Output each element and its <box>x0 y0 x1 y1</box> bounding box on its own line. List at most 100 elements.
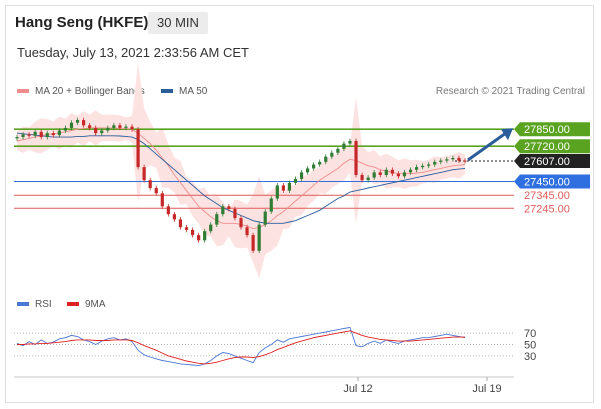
candle <box>178 217 183 230</box>
candle <box>408 167 413 175</box>
candle <box>378 170 382 178</box>
research-credit: Research © 2021 Trading Central <box>435 86 585 97</box>
candle <box>414 164 419 173</box>
legend-label: MA 50 <box>179 86 208 97</box>
candle <box>281 183 285 194</box>
price-label-support: 27345.00 <box>524 190 570 202</box>
candle <box>154 185 158 196</box>
legend-label: 9MA <box>85 299 106 310</box>
time-tick-label: Jul 12 <box>343 383 372 395</box>
time-axis-layer: Jul 12 Jul 19 <box>14 376 514 395</box>
legend-label: RSI <box>35 299 52 310</box>
rsi-line <box>16 326 466 367</box>
candle <box>463 158 467 164</box>
bollinger-band-layer <box>17 63 465 279</box>
level-lines-layer <box>14 128 514 209</box>
candle <box>330 150 334 160</box>
legend-swatch <box>17 89 29 94</box>
candle <box>312 162 316 171</box>
candle <box>69 120 74 131</box>
rsi-9ma-line <box>17 330 465 365</box>
svg-text:27345.00: 27345.00 <box>524 190 570 202</box>
timeframe-badge[interactable]: 30 MIN <box>148 12 208 34</box>
candle <box>112 122 116 131</box>
candle <box>372 170 376 180</box>
forecast-arrow-head <box>501 128 513 141</box>
legend-rsi: RSI <box>17 299 52 310</box>
candle <box>209 222 213 234</box>
candle <box>88 122 92 131</box>
legend-swatch <box>161 89 173 94</box>
candle <box>197 232 201 243</box>
candle <box>33 129 37 139</box>
candle <box>166 203 170 217</box>
candle <box>433 159 437 167</box>
candle <box>227 203 231 212</box>
candle <box>390 167 394 177</box>
candle <box>100 128 104 136</box>
candle <box>451 155 455 162</box>
rsi-tick-label: 50 <box>524 340 536 352</box>
forecast-arrow <box>467 130 508 162</box>
candle <box>402 170 407 179</box>
candle <box>190 227 195 238</box>
candle <box>45 130 49 140</box>
report-datetime: Tuesday, July 13, 2021 2:33:56 AM CET <box>17 45 249 60</box>
candle <box>239 215 243 230</box>
candle <box>63 125 68 133</box>
candle <box>360 172 364 183</box>
candle <box>427 162 431 169</box>
candle <box>94 125 98 136</box>
candle <box>245 224 249 238</box>
svg-text:27450.00: 27450.00 <box>524 177 570 189</box>
candle <box>118 122 122 131</box>
candle <box>142 164 146 183</box>
legend-swatch <box>17 302 29 307</box>
candle <box>215 211 219 227</box>
price-labels-layer: 27850.00 27720.00 27607.00 27450.0027345.00… <box>514 122 590 215</box>
legend-label: MA 20 + Bollinger Bands <box>35 86 145 97</box>
candle <box>457 155 461 163</box>
candle <box>305 166 310 175</box>
candle <box>445 156 449 163</box>
legend-ma20-bollinger: MA 20 + Bollinger Bands <box>17 86 145 97</box>
candle <box>160 190 164 209</box>
ma50-line <box>16 132 466 224</box>
candle <box>184 224 189 233</box>
rsi-tick-label: 30 <box>524 351 536 363</box>
candle <box>263 209 267 227</box>
candle <box>172 211 177 222</box>
candle <box>269 196 273 214</box>
candle <box>39 129 43 140</box>
candle <box>130 124 134 132</box>
candle <box>348 138 352 146</box>
price-label-current: 27607.00 <box>514 153 590 168</box>
candle <box>51 130 55 138</box>
instrument-title: Hang Seng (HKFE) <box>15 14 149 31</box>
candle <box>384 167 388 178</box>
svg-text:27720.00: 27720.00 <box>524 141 570 153</box>
legend-9ma: 9MA <box>67 299 106 310</box>
candle <box>257 222 261 254</box>
legend-ma50: MA 50 <box>161 86 207 97</box>
candle <box>15 134 19 141</box>
time-tick-label: Jul 19 <box>472 383 501 395</box>
svg-text:27245.00: 27245.00 <box>524 203 570 215</box>
price-label-resistance: 27720.00 <box>514 139 590 154</box>
candle <box>136 126 140 170</box>
legend-swatch <box>67 302 79 307</box>
candle <box>106 125 110 133</box>
candle <box>57 128 61 138</box>
candle <box>318 159 322 167</box>
svg-text:27850.00: 27850.00 <box>524 124 570 136</box>
candle <box>124 124 128 131</box>
candle <box>421 163 425 170</box>
candle <box>439 158 443 165</box>
candle <box>27 132 31 139</box>
candle <box>293 176 298 186</box>
candle <box>299 170 304 182</box>
candle <box>336 146 340 156</box>
candle <box>148 177 152 191</box>
